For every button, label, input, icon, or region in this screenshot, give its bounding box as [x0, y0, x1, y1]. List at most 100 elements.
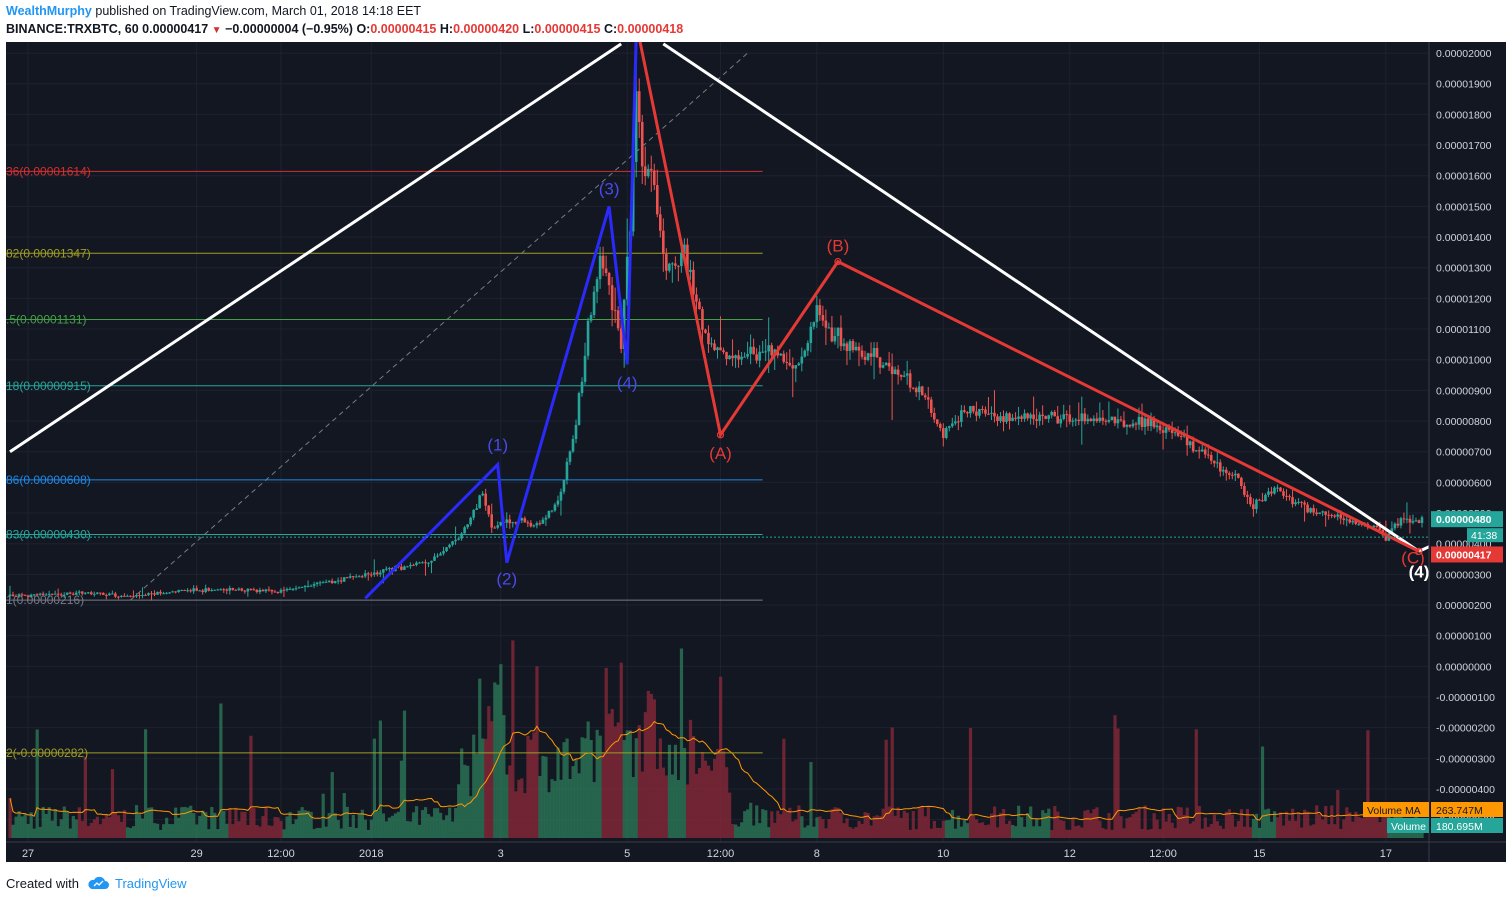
volume-bar	[327, 813, 331, 838]
candle-body	[824, 320, 828, 328]
candle-body	[231, 588, 235, 590]
volume-bar	[679, 648, 684, 838]
volume-bar	[345, 806, 349, 838]
tradingview-link[interactable]: TradingView	[87, 876, 187, 891]
volume-bar	[529, 739, 533, 838]
price-tick-label: 0.00000600	[1436, 477, 1492, 489]
volume-bar	[1306, 811, 1310, 838]
candle-body	[764, 351, 767, 353]
candle-body	[114, 593, 117, 597]
candle-body	[689, 269, 692, 273]
chart-area[interactable]: 36(0.00001614) 82(0.00001347) .5(0.0000113…	[6, 42, 1506, 862]
candle-body	[547, 511, 551, 518]
volume-bar	[1375, 812, 1379, 838]
volume-bar	[1278, 812, 1283, 838]
candle-body	[1378, 527, 1382, 530]
candle-body	[366, 573, 370, 575]
volume-bar	[932, 820, 936, 838]
volume-bar	[1291, 808, 1295, 838]
candle-body	[1267, 491, 1270, 495]
volume-bar	[1158, 829, 1162, 838]
candle-body	[433, 556, 436, 561]
volume-bar	[1098, 820, 1102, 838]
volume-bar	[1047, 808, 1051, 838]
volume-bar	[977, 822, 982, 838]
volume-bar	[330, 772, 334, 838]
volume-bar	[1074, 826, 1078, 838]
candle-body	[637, 91, 641, 123]
volume-bar	[1209, 823, 1213, 838]
volume-bar	[1122, 828, 1126, 838]
volume-bar	[728, 792, 732, 838]
author-link[interactable]: WealthMurphy	[6, 4, 92, 18]
price-chart[interactable]: 36(0.00001614) 82(0.00001347) .5(0.0000113…	[6, 42, 1506, 862]
volume-bar	[1321, 819, 1325, 838]
volume-bar	[363, 819, 367, 838]
candle-body	[610, 285, 614, 311]
time-axis[interactable]: 27 29 12:00 2018 3 5 12:00 8 10 12 12:00 15 17	[6, 841, 1506, 860]
countdown-tag	[1467, 528, 1503, 543]
volume-bar	[1251, 818, 1256, 838]
candle-body	[23, 594, 27, 596]
volume-bar	[1236, 820, 1241, 838]
candle-body	[755, 354, 758, 361]
candle-body	[147, 593, 150, 596]
candle-body	[1125, 424, 1129, 427]
volume-bar	[505, 774, 509, 838]
candle-body	[457, 538, 460, 540]
volume-bar	[965, 823, 970, 838]
volume-bar	[1309, 825, 1313, 838]
candle-body	[869, 353, 873, 357]
volume-bar	[17, 811, 21, 838]
volume-bar	[1200, 828, 1204, 838]
volume-bar	[14, 816, 18, 838]
candle-body	[1206, 454, 1210, 456]
volume-bar	[493, 682, 497, 838]
candle-body	[1185, 434, 1189, 446]
volume-bar	[598, 735, 602, 838]
volume-bar	[1137, 808, 1141, 838]
volume-bar	[944, 820, 949, 838]
volume-bar	[1143, 805, 1147, 838]
candle-body	[514, 522, 518, 524]
price-axis[interactable]: 0.00002000 0.00001900 0.00001800 0.00001700…	[6, 42, 1506, 862]
candle-body	[71, 593, 75, 595]
time-tick-label: 3	[498, 848, 504, 860]
price-tick-label: 0.00001000	[1436, 355, 1492, 367]
volume-bar	[622, 740, 626, 838]
candle-body	[665, 253, 668, 271]
volume-bar	[673, 744, 678, 838]
volume-bar	[872, 816, 876, 838]
volume-bar	[616, 722, 620, 838]
volume-bar	[646, 690, 650, 838]
volume-bar	[267, 825, 271, 838]
volume-bar	[198, 815, 202, 838]
candle-body	[1200, 449, 1204, 452]
volume-bar	[1257, 827, 1262, 838]
candle-body	[291, 588, 295, 590]
candle-body	[490, 514, 494, 528]
volume-bar	[1348, 812, 1352, 838]
time-tick-label: 12:00	[267, 848, 295, 860]
volume-bar	[372, 738, 376, 838]
volume-bar	[785, 811, 789, 838]
candle-body	[800, 356, 804, 364]
volume-bar	[574, 759, 578, 838]
volume-bar	[1035, 818, 1039, 838]
volume-bar	[411, 812, 416, 838]
volume-bar	[225, 823, 229, 838]
volume-bar	[1297, 812, 1301, 838]
candle-body	[35, 594, 39, 596]
volume-bar	[116, 815, 121, 838]
volume-bar	[95, 816, 100, 838]
volume-bar	[959, 826, 964, 838]
volume-bar	[339, 828, 343, 838]
candle-body	[499, 522, 503, 526]
candle-body	[1354, 521, 1358, 524]
candle-body	[183, 590, 186, 592]
volume-bar	[619, 662, 623, 838]
candle-body	[228, 588, 232, 591]
candle-body	[704, 329, 707, 333]
price-tick-label: 0.00001800	[1436, 109, 1492, 121]
volume-bar	[532, 732, 536, 838]
